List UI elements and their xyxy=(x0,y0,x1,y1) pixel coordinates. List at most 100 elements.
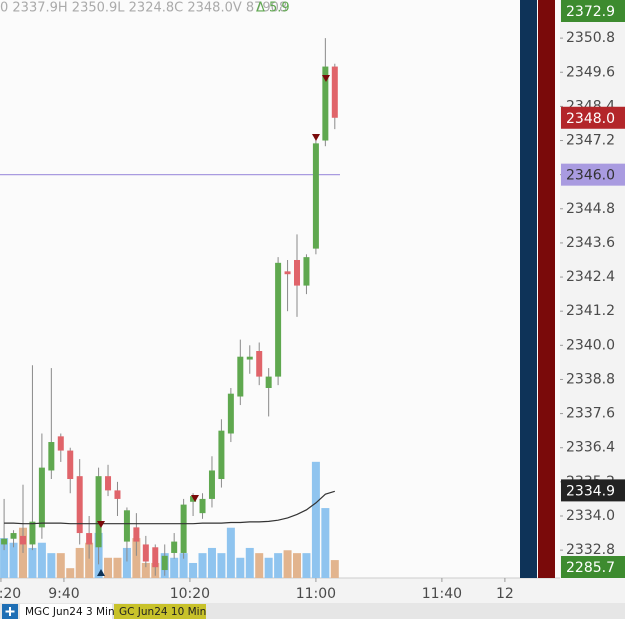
bid-bar xyxy=(520,0,537,578)
volume-bar xyxy=(321,508,330,578)
price-label-box xyxy=(561,106,625,129)
price-label: 2346.0 xyxy=(566,168,615,184)
tab-label: MGC Jun24 3 Min xyxy=(25,606,115,618)
candle-body xyxy=(29,521,36,545)
price-label: 2348.0 xyxy=(566,111,615,127)
price-label: 2334.9 xyxy=(566,483,615,499)
signal-marker xyxy=(312,134,320,141)
y-tick-label: 2349.6 xyxy=(566,64,615,80)
y-tick-label: 2336.4 xyxy=(566,440,615,456)
x-tick-label: 9:40 xyxy=(48,586,79,602)
volume-bar xyxy=(28,547,37,578)
candle-body xyxy=(86,533,93,545)
candle-body xyxy=(123,510,130,542)
candle-body xyxy=(114,490,121,499)
candle-body xyxy=(294,259,301,286)
volume-bar xyxy=(264,557,273,578)
volume-bar xyxy=(9,542,18,578)
candle-body xyxy=(237,356,244,397)
volume-bar xyxy=(207,547,216,578)
price-label: 2372.9 xyxy=(566,4,615,20)
candle-body xyxy=(331,66,338,118)
candle-body xyxy=(1,538,8,545)
volume-bar xyxy=(189,562,198,578)
price-label-box xyxy=(561,0,625,22)
volume-bar xyxy=(0,538,9,578)
y-tick-label: 2344.8 xyxy=(566,201,615,217)
candle-body xyxy=(67,450,74,480)
candle-body xyxy=(48,442,55,471)
volume-bar xyxy=(217,553,226,578)
y-tick-label: 2341.2 xyxy=(566,303,615,319)
y-tick-label: 2350.8 xyxy=(566,30,615,46)
signal-marker xyxy=(322,75,330,82)
header-delta: Δ 5.9 xyxy=(256,1,290,16)
signal-marker xyxy=(191,495,199,502)
volume-bar xyxy=(255,553,264,578)
y-tick-label: 2340.0 xyxy=(566,337,615,353)
volume-bar xyxy=(85,542,94,578)
y-tick-label: 2347.2 xyxy=(566,133,615,149)
price-label-box xyxy=(561,479,625,502)
volume-bar xyxy=(104,557,113,578)
volume-bar xyxy=(274,553,283,578)
volume-bar xyxy=(47,553,56,578)
candle-body xyxy=(180,504,187,553)
price-axis-background xyxy=(560,0,625,603)
price-label-box xyxy=(561,556,625,578)
time-axis-background xyxy=(0,578,560,603)
candle-body xyxy=(76,476,83,534)
volume-bar xyxy=(37,542,46,578)
candle-body xyxy=(95,476,102,548)
candle-body xyxy=(19,535,26,545)
candle-body xyxy=(199,498,206,514)
volume-bar xyxy=(113,557,122,578)
candle-body xyxy=(105,476,112,491)
candle-body xyxy=(57,436,64,451)
x-tick-label: :20 xyxy=(0,586,21,602)
volume-bar xyxy=(330,560,339,578)
candle-body xyxy=(265,376,272,388)
volume-bar xyxy=(122,547,131,578)
candle-body xyxy=(10,533,17,539)
ask-bar xyxy=(538,0,555,578)
header-text: 0 2337.9H 2350.9L 2324.8C 2348.0V 87908 xyxy=(0,1,287,16)
candle-body xyxy=(161,555,168,571)
candle-body xyxy=(171,541,178,553)
volume-bar xyxy=(170,557,179,578)
x-tick-label: 11:00 xyxy=(296,586,336,602)
volume-bar xyxy=(198,553,207,578)
y-tick-label: 2337.6 xyxy=(566,406,615,422)
candle-body xyxy=(246,356,253,360)
tab[interactable] xyxy=(20,604,112,619)
volume-bar xyxy=(66,568,75,578)
volume-bar xyxy=(226,527,235,578)
candle-body xyxy=(256,351,263,377)
y-tick-label: 2343.6 xyxy=(566,235,615,251)
volume-bar xyxy=(179,553,188,578)
candle-body xyxy=(190,496,197,502)
signal-marker xyxy=(97,521,105,528)
volume-bar xyxy=(311,461,320,578)
volume-bar xyxy=(245,547,254,578)
candle-body xyxy=(322,66,329,141)
x-tick-label: 12 xyxy=(496,586,514,602)
candle-body xyxy=(133,527,140,542)
candle-body xyxy=(152,547,159,568)
candle-body xyxy=(38,467,45,528)
y-tick-label: 2342.4 xyxy=(566,269,615,285)
volume-bar xyxy=(293,553,302,578)
volume-bar xyxy=(132,538,141,578)
volume-ma-line xyxy=(4,490,335,525)
price-label-box xyxy=(561,163,625,186)
x-tick-label: 11:40 xyxy=(422,586,462,602)
volume-bar xyxy=(302,553,311,578)
candle-body xyxy=(284,271,291,275)
signal-marker xyxy=(97,569,105,576)
tab-label: GC Jun24 10 Min xyxy=(119,606,206,618)
candle-body xyxy=(312,143,319,249)
y-tick-label: 2338.8 xyxy=(566,371,615,387)
tab[interactable] xyxy=(114,604,206,619)
